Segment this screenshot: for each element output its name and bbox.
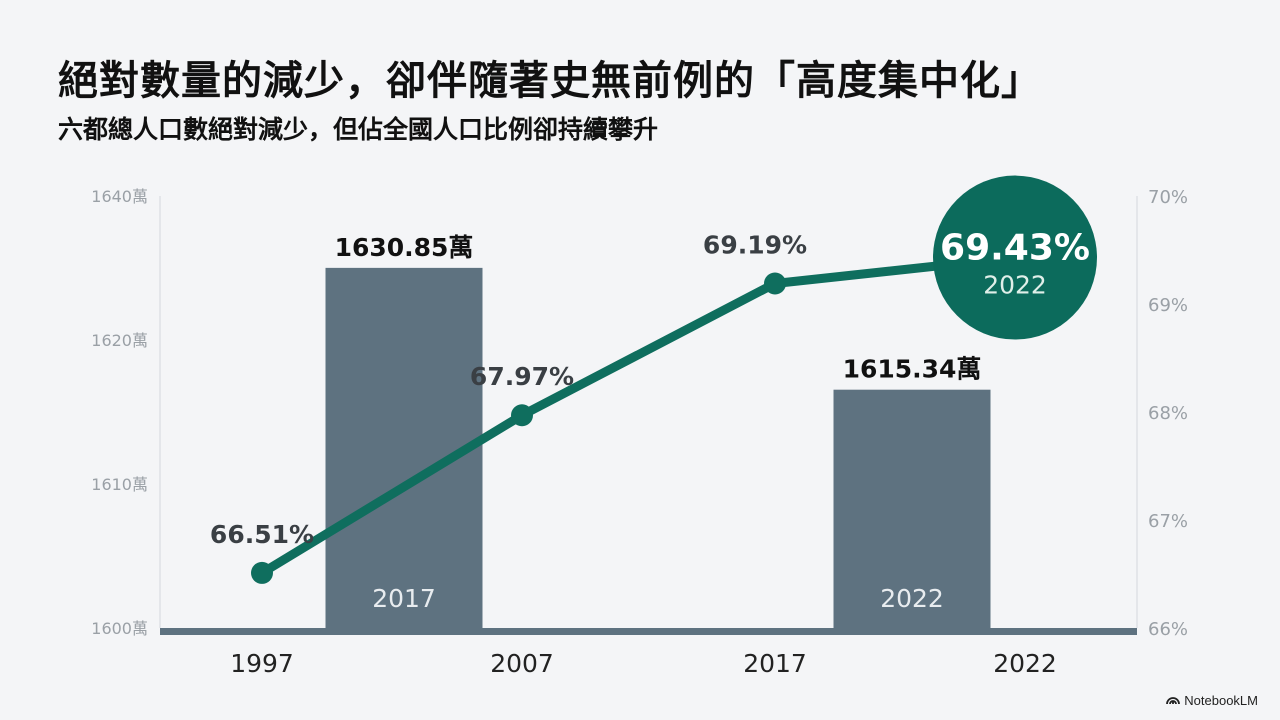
line-data-point — [251, 561, 273, 584]
line-data-point — [511, 404, 533, 427]
right-axis-tick-label: 68% — [1148, 403, 1188, 424]
left-axis-tick-label: 1620萬 — [91, 331, 148, 350]
page-title: 絕對數量的減少，卻伴隨著史無前例的「高度集中化」 — [58, 58, 1042, 104]
highlight-year-label: 2022 — [983, 271, 1047, 300]
left-axis-tick-label: 1600萬 — [91, 619, 148, 638]
right-axis-tick-label: 69% — [1148, 295, 1188, 316]
x-axis-tick-label: 2022 — [993, 649, 1057, 678]
line-data-point — [764, 272, 786, 295]
page-subtitle: 六都總人口數絕對減少，但佔全國人口比例卻持續攀升 — [58, 115, 659, 144]
x-axis-tick-label: 2007 — [490, 649, 554, 678]
line-data-label: 67.97% — [470, 362, 574, 391]
bar-category-label: 2022 — [880, 584, 944, 613]
x-axis-tick-label: 1997 — [230, 649, 294, 678]
percentage-line — [259, 253, 1016, 577]
x-axis-tick-label: 2017 — [743, 649, 807, 678]
right-axis-tick-label: 67% — [1148, 511, 1188, 532]
bar-category-label: 2017 — [372, 584, 436, 613]
bar — [833, 389, 991, 628]
notebooklm-brand: NotebookLM — [1166, 693, 1258, 708]
line-data-label: 66.51% — [210, 520, 314, 549]
left-axis-tick-label: 1610萬 — [91, 475, 148, 494]
right-axis-tick-label: 66% — [1148, 619, 1188, 640]
highlight-value-label: 69.43% — [940, 228, 1090, 269]
bar-data-label: 1630.85萬 — [335, 233, 474, 262]
notebooklm-logo-icon — [1166, 693, 1181, 708]
right-axis-tick-label: 70% — [1148, 187, 1188, 208]
highlight-circle — [933, 175, 1097, 340]
line-data-label: 69.19% — [703, 230, 807, 259]
brand-label: NotebookLM — [1184, 693, 1258, 708]
left-axis-tick-label: 1640萬 — [91, 187, 148, 206]
bar — [325, 267, 483, 628]
bar-data-label: 1615.34萬 — [843, 355, 982, 384]
chart-baseline — [160, 628, 1137, 635]
